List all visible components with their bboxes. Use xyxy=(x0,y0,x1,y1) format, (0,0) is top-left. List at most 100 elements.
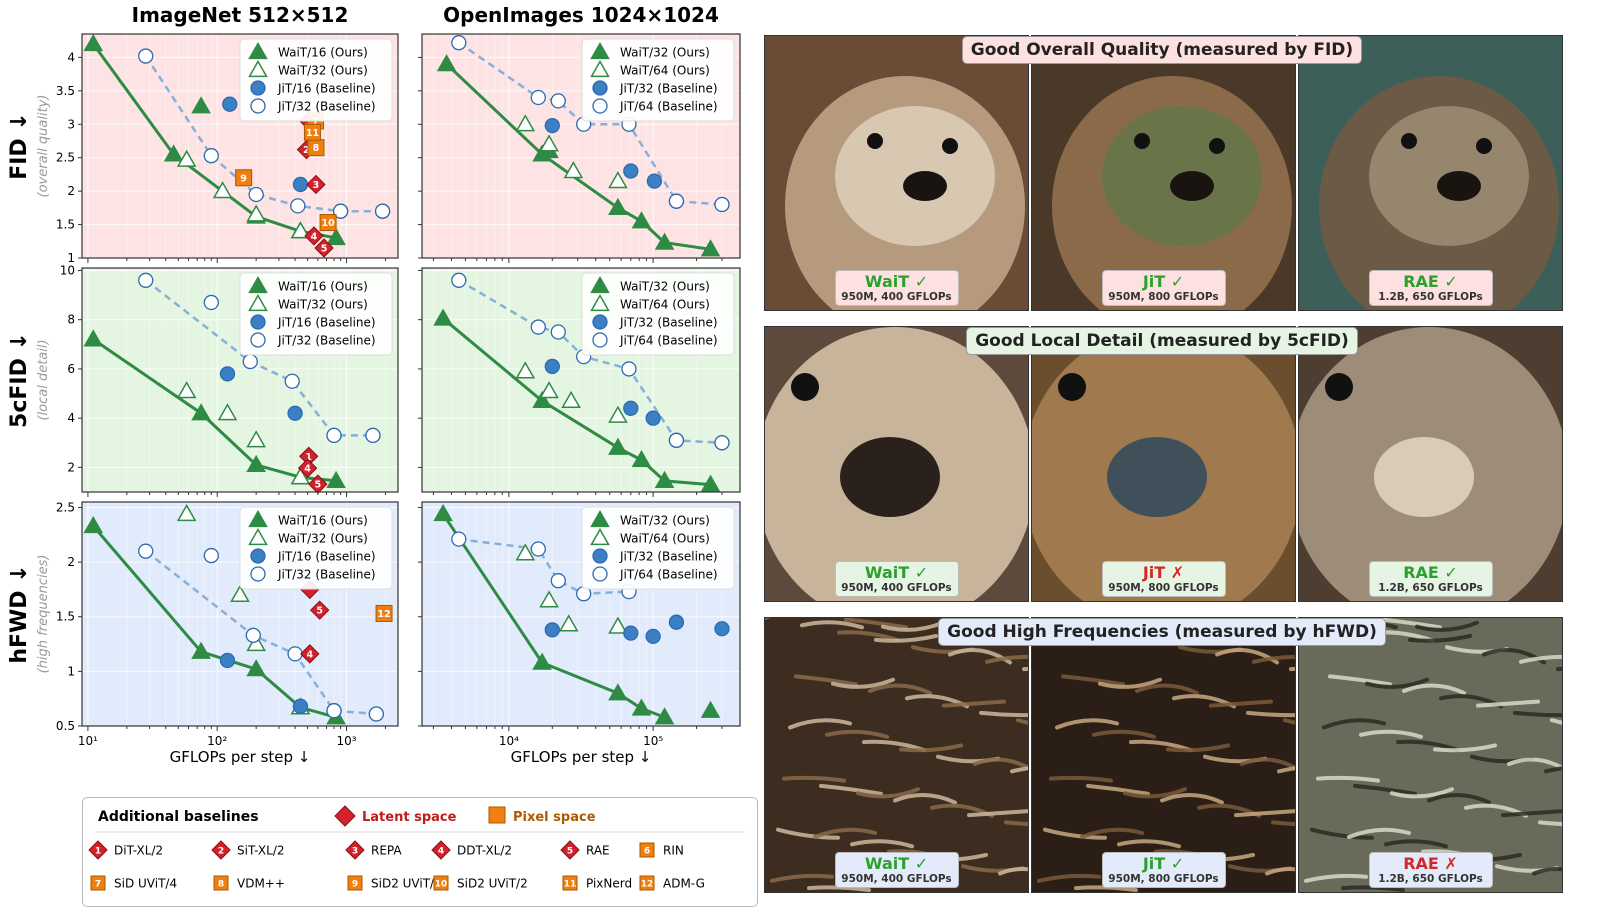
data-point xyxy=(246,430,266,448)
y-tick-label: 6 xyxy=(67,362,75,376)
model-caption: RAE ✓ 1.2B, 650 GFLOPs xyxy=(1368,270,1493,306)
legend-label: WaiT/16 (Ours) xyxy=(278,46,368,60)
data-point xyxy=(248,527,268,546)
fur-strand xyxy=(868,683,932,695)
fur-strand xyxy=(942,699,1006,708)
fur-strand xyxy=(874,633,938,643)
data-point xyxy=(550,93,566,109)
fur-strand xyxy=(1055,718,1119,730)
data-point xyxy=(138,272,154,288)
fur-strand xyxy=(967,809,1028,818)
row-metric-sublabel: (high frequencies) xyxy=(36,555,51,674)
data-point xyxy=(248,59,268,78)
fur-strand xyxy=(782,775,846,783)
data-point xyxy=(248,275,268,294)
data-point xyxy=(530,541,546,557)
legend-label: WaiT/32 (Ours) xyxy=(278,532,368,546)
otter-image xyxy=(1031,35,1296,311)
y-tick-label: 1.5 xyxy=(56,610,75,624)
baseline-number: 5 xyxy=(316,606,323,617)
fur-strand xyxy=(1080,827,1144,839)
fur-strand xyxy=(1246,710,1295,718)
plot-frame xyxy=(421,267,741,493)
model-caption: JiT ✓ 950M, 800 GFLOPs xyxy=(1101,852,1226,888)
otter-image xyxy=(764,617,1029,893)
fur-strand xyxy=(1328,674,1392,687)
column-title: ImageNet 512×512 xyxy=(132,3,349,27)
data-point xyxy=(668,614,685,630)
legend-marker-number: 10 xyxy=(435,880,448,890)
data-point xyxy=(714,196,730,213)
additional-baselines-title: Additional baselines xyxy=(98,809,259,825)
baseline-square xyxy=(319,214,337,232)
legend-marker-number: 2 xyxy=(218,847,224,857)
data-point xyxy=(248,509,268,528)
data-point xyxy=(623,625,639,641)
fur-strand xyxy=(1037,873,1101,883)
model-spec: 1.2B, 650 GFLOPs xyxy=(1378,873,1483,885)
otter-eye xyxy=(942,138,958,154)
chart-panel: WaiT/32 (Ours) WaiT/64 (Ours) JiT/32 (Base… xyxy=(418,33,741,263)
x-tick-label: 10⁴ xyxy=(499,734,519,748)
model-name: RAE ✓ xyxy=(1403,272,1458,291)
data-point xyxy=(608,171,628,189)
legend-label: WaiT/32 (Ours) xyxy=(620,280,710,294)
fur-strand xyxy=(973,757,1028,771)
otter-image xyxy=(764,35,1029,311)
model-name: JiT ✓ xyxy=(1142,272,1185,291)
data-point xyxy=(83,34,104,52)
chart-panel: 11.522.533.54123457891011WaiT/16 (Ours)W… xyxy=(56,33,399,265)
data-point xyxy=(668,193,685,209)
plot-frame xyxy=(421,33,741,259)
data-point xyxy=(623,400,639,416)
data-point xyxy=(326,470,346,489)
y-tick-label: 4 xyxy=(67,50,75,64)
legend-pixel-marker xyxy=(213,875,229,891)
otter-image-svg xyxy=(765,36,1028,310)
data-point xyxy=(250,98,266,114)
data-point xyxy=(219,366,236,382)
legend-marker-number: 1 xyxy=(95,847,101,857)
legend-label: JiT/64 (Baseline) xyxy=(619,100,718,114)
data-point xyxy=(368,706,384,722)
legend-label: JiT/16 (Baseline) xyxy=(277,82,376,96)
x-tick-label: 10² xyxy=(207,734,227,748)
model-name: RAE ✗ xyxy=(1403,854,1458,873)
data-point xyxy=(515,543,536,561)
data-point xyxy=(592,314,608,330)
series-line xyxy=(442,317,711,487)
legend-label: WaiT/16 (Ours) xyxy=(278,280,368,294)
baseline-number: 8 xyxy=(313,143,320,154)
data-point xyxy=(250,80,266,96)
data-point xyxy=(222,96,238,112)
data-point xyxy=(326,427,342,444)
data-point xyxy=(290,221,311,239)
chart-panel: WaiT/32 (Ours) WaiT/64 (Ours) JiT/32 (Base… xyxy=(418,267,741,497)
data-point xyxy=(532,652,552,670)
model-caption: WaiT ✓ 950M, 400 GFLOPs xyxy=(834,561,959,597)
model-spec: 1.2B, 650 GFLOPs xyxy=(1378,291,1483,303)
fur-strand xyxy=(1004,820,1028,827)
plot-frame xyxy=(81,267,399,493)
y-tick-label: 0.5 xyxy=(56,719,75,733)
data-point xyxy=(246,634,266,652)
data-point xyxy=(654,470,675,489)
fur-strand xyxy=(1010,766,1028,774)
chart-panel: 10⁴ 10⁵ WaiT/32 (Ours) WaiT/64 (Ours) JiT/32… xyxy=(418,501,741,748)
row-metric-label: FID ↓ xyxy=(7,112,32,180)
otter-eye xyxy=(1134,133,1150,149)
data-point xyxy=(248,41,268,60)
data-point xyxy=(219,652,236,669)
baseline-number: 4 xyxy=(304,464,311,475)
legend-pixel-marker xyxy=(433,875,449,891)
fur-strand xyxy=(825,729,889,739)
model-name: RAE ✓ xyxy=(1403,563,1458,582)
data-point xyxy=(530,89,546,106)
legend-label: JiT/16 (Baseline) xyxy=(277,550,376,564)
fur-strand xyxy=(1016,718,1028,725)
image-background xyxy=(1299,618,1562,892)
column-title: OpenImages 1024×1024 xyxy=(443,3,719,27)
model-spec: 950M, 800 GFLOPs xyxy=(1108,291,1219,303)
data-point xyxy=(646,173,663,189)
data-point xyxy=(326,227,346,246)
